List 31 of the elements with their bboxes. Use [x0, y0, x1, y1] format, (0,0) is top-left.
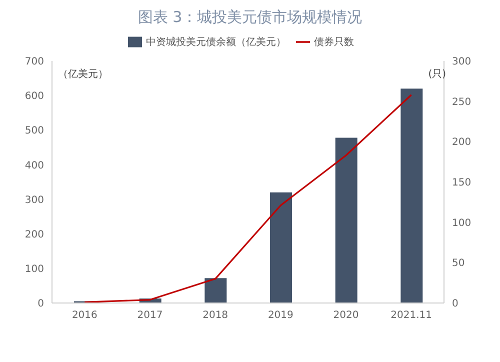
y2-axis-title: (只) [428, 68, 446, 81]
bar [204, 278, 227, 303]
x-tick-label: 2021.11 [390, 310, 432, 322]
x-tick-label: 2016 [72, 310, 98, 322]
bar [335, 138, 358, 303]
x-tick-label: 2019 [268, 310, 294, 322]
y2-tick-label: 300 [452, 56, 472, 68]
y2-tick-label: 50 [452, 258, 465, 270]
x-tick-label: 2017 [137, 310, 163, 322]
y-tick-label: 600 [24, 91, 44, 102]
y-tick-label: 500 [24, 126, 44, 137]
y-tick-label: 700 [24, 56, 44, 68]
x-tick-label: 2020 [333, 310, 359, 322]
y-tick-label: 100 [24, 264, 44, 275]
y-axis-title: （亿美元） [58, 68, 108, 81]
y2-tick-label: 0 [452, 298, 458, 310]
y2-tick-label: 250 [452, 96, 472, 108]
bar [270, 192, 292, 303]
y-tick-label: 0 [38, 298, 44, 310]
y-tick-label: 300 [24, 194, 44, 206]
y2-tick-label: 100 [452, 218, 472, 229]
legend-label: 中资城投美元债余额（亿美元） [146, 37, 286, 48]
y-tick-label: 200 [24, 229, 44, 240]
line-series [84, 94, 412, 303]
bar [400, 88, 423, 303]
y2-tick-label: 150 [452, 178, 472, 189]
x-tick-label: 2018 [202, 310, 228, 322]
chart-title: 图表 3：城投美元债市场规模情况 [136, 8, 364, 27]
y-tick-label: 400 [24, 160, 44, 172]
legend-label: 债券只数 [314, 37, 354, 48]
y2-tick-label: 200 [452, 137, 472, 148]
